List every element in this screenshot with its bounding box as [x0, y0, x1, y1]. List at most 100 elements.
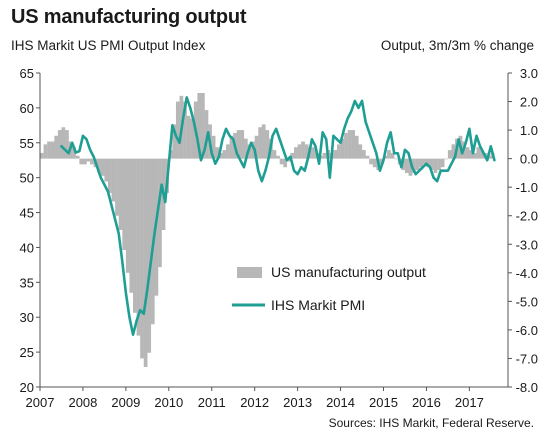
- output-bar: [408, 158, 413, 176]
- output-bar: [143, 158, 148, 368]
- output-bar: [365, 155, 370, 159]
- output-bar: [186, 115, 191, 159]
- output-bar: [387, 150, 391, 159]
- output-bar: [279, 158, 284, 165]
- left-tick-label: 60: [20, 101, 34, 116]
- output-bar: [118, 158, 123, 230]
- output-bar: [111, 158, 116, 202]
- output-bar: [476, 147, 481, 159]
- right-tick-label: -3.0: [516, 237, 538, 252]
- right-tick-label: -6.0: [516, 323, 538, 338]
- output-bar: [311, 147, 316, 159]
- output-bar: [226, 144, 230, 159]
- output-bar: [433, 158, 438, 173]
- right-axis-title: Output, 3m/3m % change: [380, 38, 534, 53]
- right-tick-label: -2.0: [516, 209, 538, 224]
- output-bar: [201, 92, 205, 159]
- output-bars: [40, 92, 495, 368]
- output-bar: [104, 158, 109, 182]
- output-bar: [90, 158, 94, 165]
- output-bar: [175, 101, 180, 159]
- output-bar: [415, 158, 420, 171]
- right-tick-label: -7.0: [516, 351, 538, 366]
- output-bar: [251, 141, 255, 159]
- output-bar: [43, 144, 48, 159]
- output-bar: [97, 158, 101, 173]
- right-tick-label: -8.0: [516, 380, 538, 395]
- output-bar: [147, 158, 152, 353]
- output-bar: [140, 158, 144, 359]
- output-bar: [440, 158, 445, 168]
- output-bar: [430, 158, 434, 171]
- legend-label-bars: US manufacturing output: [271, 264, 426, 280]
- output-bar: [254, 135, 259, 159]
- output-bar: [390, 152, 395, 159]
- x-tick-label: 2016: [412, 395, 441, 410]
- output-bar: [129, 158, 134, 293]
- output-bar: [472, 152, 477, 159]
- output-bar: [211, 135, 216, 159]
- output-bar: [261, 124, 266, 159]
- output-bar: [272, 150, 277, 159]
- right-tick-label: 1.0: [520, 123, 538, 138]
- output-bar: [86, 158, 91, 162]
- pmi-line: [60, 96, 496, 336]
- output-bar: [240, 130, 245, 159]
- legend: US manufacturing output IHS Markit PMI: [232, 264, 426, 313]
- output-bar: [362, 150, 366, 159]
- output-bar: [136, 158, 141, 336]
- output-bar: [122, 158, 127, 250]
- output-bar: [72, 147, 76, 159]
- output-bar: [469, 150, 474, 159]
- output-bar: [243, 138, 248, 159]
- output-bar: [465, 147, 470, 159]
- axes: [36, 72, 512, 391]
- x-tick-label: 2008: [68, 395, 97, 410]
- right-tick-label: -5.0: [516, 294, 538, 309]
- x-tick-label: 2014: [326, 395, 355, 410]
- legend-label-line: IHS Markit PMI: [271, 297, 365, 313]
- output-bar: [333, 150, 338, 159]
- output-bar: [369, 158, 373, 165]
- output-bar: [236, 130, 241, 159]
- right-tick-label: -4.0: [516, 266, 538, 281]
- output-bar: [190, 118, 195, 159]
- output-bar: [258, 127, 262, 159]
- output-bar: [65, 130, 69, 159]
- output-bar: [412, 158, 416, 173]
- output-bar: [183, 101, 187, 159]
- x-tick-label: 2017: [455, 395, 484, 410]
- output-bar: [297, 144, 302, 159]
- output-bar: [115, 158, 119, 216]
- chart-title: US manufacturing output: [11, 6, 247, 28]
- left-tick-label: 45: [20, 206, 34, 221]
- x-tick-label: 2007: [26, 395, 55, 410]
- left-tick-label: 65: [20, 66, 34, 81]
- left-tick-label: 25: [20, 345, 34, 360]
- output-bar: [336, 144, 341, 159]
- x-tick-label: 2010: [154, 395, 183, 410]
- left-tick-label: 40: [20, 240, 34, 255]
- output-bar: [340, 138, 345, 159]
- output-bar: [107, 158, 112, 193]
- output-bar: [426, 158, 431, 168]
- output-bar: [354, 135, 359, 159]
- output-bar: [75, 155, 80, 159]
- left-tick-label: 50: [20, 171, 34, 186]
- legend-bar-swatch: [237, 267, 262, 278]
- left-tick-label: 35: [20, 275, 34, 290]
- output-bar: [215, 147, 220, 159]
- left-tick-label: 55: [20, 136, 34, 151]
- output-bar: [294, 147, 298, 159]
- output-bar: [301, 141, 305, 159]
- output-bar: [40, 152, 44, 159]
- right-tick-label: -1.0: [516, 180, 538, 195]
- output-bar: [222, 150, 227, 159]
- output-bar: [304, 144, 309, 159]
- output-bar: [351, 130, 356, 159]
- output-bar: [57, 130, 62, 159]
- output-bar: [322, 152, 327, 159]
- left-axis-title: IHS Markit US PMI Output Index: [11, 38, 206, 53]
- output-bar: [444, 158, 449, 160]
- right-tick-label: 0.0: [520, 152, 538, 167]
